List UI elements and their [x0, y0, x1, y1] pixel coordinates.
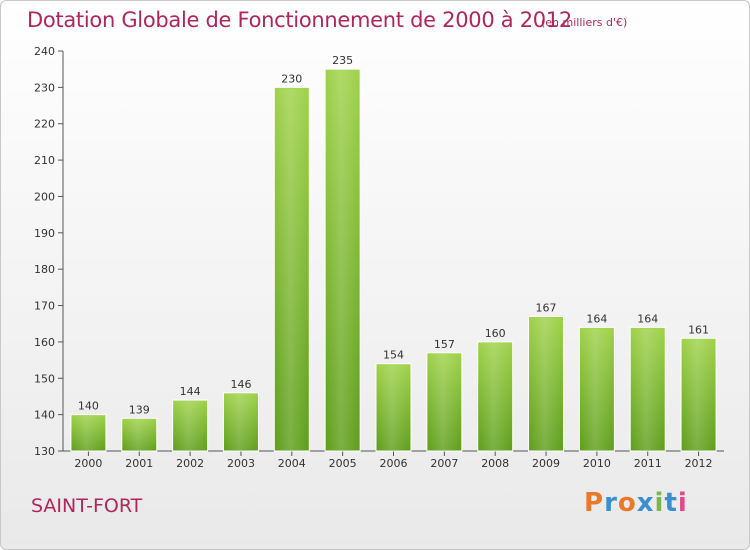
bar-value-label: 146 — [230, 378, 251, 391]
y-tick-label: 230 — [34, 81, 55, 94]
x-tick-label: 2012 — [685, 457, 713, 470]
x-tick-label: 2011 — [634, 457, 662, 470]
y-tick-label: 130 — [34, 445, 55, 458]
logo-letter: t — [664, 488, 678, 518]
bar-highlight — [427, 353, 461, 450]
logo-letter: i — [654, 488, 665, 518]
bar-highlight — [275, 88, 309, 450]
bar-value-label: 140 — [78, 400, 99, 413]
y-tick-label: 160 — [34, 336, 55, 349]
logo-letter: r — [604, 488, 618, 518]
y-tick-label: 240 — [34, 45, 55, 58]
x-tick-label: 2003 — [227, 457, 255, 470]
bar-value-label: 167 — [536, 301, 557, 314]
bars — [70, 68, 717, 452]
x-tick-label: 2002 — [176, 457, 204, 470]
bar-value-label: 157 — [434, 338, 455, 351]
bar-highlight — [682, 339, 716, 450]
bar-highlight — [224, 393, 258, 450]
x-axis: 2000 2001 2002 2003 2004 2005 2006 2007 2008 2009… — [63, 450, 724, 470]
chart-title: Dotation Globale de Fonctionnement de 20… — [27, 8, 572, 32]
y-axis: 130 140 150 160 170 180 190 200 210 220 230 240 — [34, 45, 64, 458]
chart-unit: (en milliers d'€) — [541, 16, 628, 29]
y-tick-label: 180 — [34, 263, 55, 276]
x-tick-label: 2001 — [125, 457, 153, 470]
y-tick-label: 170 — [34, 300, 55, 313]
bar-highlight — [580, 328, 614, 450]
y-tick-label: 150 — [34, 372, 55, 385]
bar-labels: 140 139 144 146 230 235 154 157 160 167 164 164 161 — [78, 54, 709, 416]
bar-highlight — [377, 364, 410, 450]
bar-highlight — [122, 419, 156, 450]
bar-value-label: 235 — [332, 54, 353, 67]
bar-value-label: 230 — [281, 72, 302, 85]
y-tick-label: 220 — [34, 118, 55, 131]
bar-highlight — [173, 401, 207, 450]
bar-value-label: 164 — [586, 312, 607, 325]
bar-value-label: 160 — [485, 327, 506, 340]
commune-name: SAINT-FORT — [31, 495, 143, 517]
logo-letter: i — [677, 488, 688, 518]
x-tick-label: 2004 — [278, 457, 306, 470]
bar-highlight — [631, 328, 665, 450]
x-tick-label: 2005 — [329, 457, 357, 470]
bar-highlight — [478, 342, 512, 450]
x-tick-label: 2008 — [481, 457, 509, 470]
bar-value-label: 164 — [637, 312, 658, 325]
y-tick-label: 200 — [34, 190, 55, 203]
bar-highlight — [529, 317, 563, 450]
x-tick-label: 2009 — [532, 457, 560, 470]
x-tick-label: 2007 — [430, 457, 458, 470]
y-tick-label: 190 — [34, 227, 55, 240]
x-tick-label: 2006 — [380, 457, 408, 470]
bar-value-label: 144 — [180, 385, 201, 398]
bar-highlight — [71, 415, 105, 450]
x-tick-label: 2000 — [74, 457, 102, 470]
y-tick-label: 140 — [34, 409, 55, 422]
bar-highlight — [326, 70, 360, 450]
proxiti-logo[interactable]: Proxiti — [584, 488, 688, 518]
bar-value-label: 161 — [688, 323, 709, 336]
bar-value-label: 154 — [383, 349, 404, 362]
logo-letter: P — [584, 488, 605, 518]
y-tick-label: 210 — [34, 154, 55, 167]
x-tick-label: 2010 — [583, 457, 611, 470]
logo-letter: o — [617, 488, 637, 518]
bar-value-label: 139 — [129, 403, 150, 416]
logo-letter: x — [636, 488, 655, 518]
